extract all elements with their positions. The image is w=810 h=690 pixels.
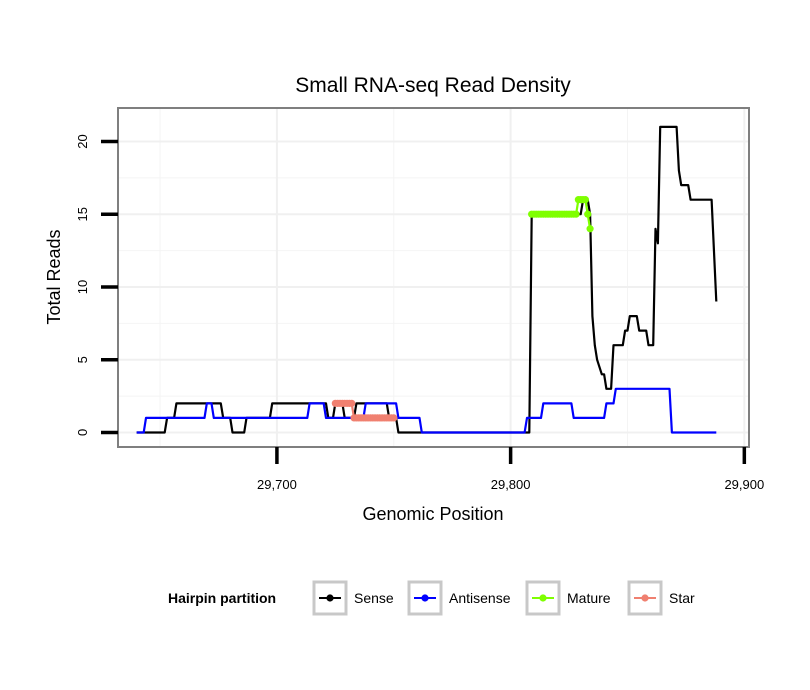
x-tick-label: 29,700 xyxy=(257,477,297,492)
chart-title: Small RNA-seq Read Density xyxy=(295,74,571,97)
x-axis-title: Genomic Position xyxy=(362,504,503,524)
y-tick-label: 0 xyxy=(75,429,90,436)
mature-point xyxy=(572,210,580,218)
legend-point-star xyxy=(641,594,649,602)
y-tick-label: 15 xyxy=(75,207,90,221)
series-layer xyxy=(136,125,718,434)
y-tick-label: 20 xyxy=(75,134,90,148)
legend-label-mature: Mature xyxy=(567,590,611,606)
y-axis-title: Total Reads xyxy=(44,229,64,324)
mature-point xyxy=(581,196,590,204)
legend-point-sense xyxy=(326,594,334,602)
y-tick-label: 10 xyxy=(75,280,90,294)
legend-label-antisense: Antisense xyxy=(449,590,511,606)
y-tick-label: 5 xyxy=(75,356,90,363)
mature-point xyxy=(586,225,594,233)
legend: Hairpin partition Sense Antisense Mature St… xyxy=(168,580,695,616)
plot-panel xyxy=(118,108,749,447)
x-tick-label: 29,800 xyxy=(491,477,531,492)
legend-point-antisense xyxy=(421,594,429,602)
star-point xyxy=(348,399,356,407)
mature-point xyxy=(584,210,592,218)
legend-title: Hairpin partition xyxy=(168,590,276,606)
legend-label-sense: Sense xyxy=(354,590,394,606)
panel-border xyxy=(117,107,750,448)
axes: 29,700 29,800 29,900 0 5 10 15 20 xyxy=(75,134,764,492)
legend-label-star: Star xyxy=(669,590,695,606)
sense-series-line xyxy=(136,125,718,434)
antisense-series-line xyxy=(136,387,717,434)
legend-point-mature xyxy=(539,594,547,602)
star-point xyxy=(390,414,398,422)
x-tick-label: 29,900 xyxy=(724,477,764,492)
